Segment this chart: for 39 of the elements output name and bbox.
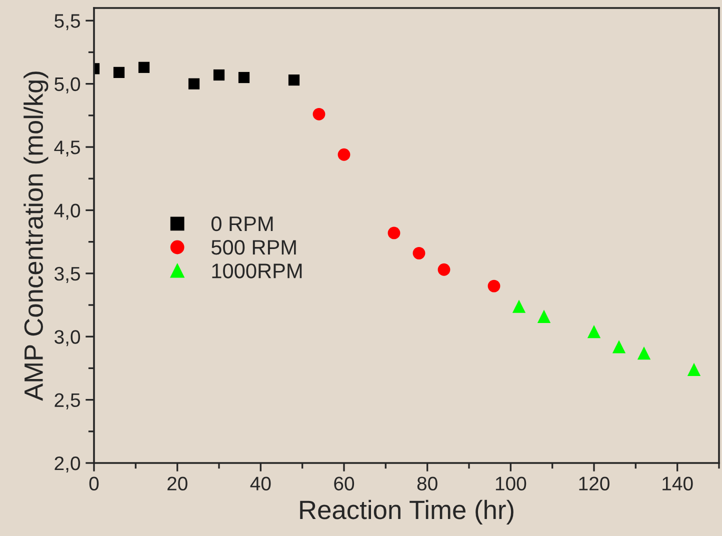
- point: [338, 148, 350, 161]
- y-tick-label: 5,0: [54, 77, 80, 94]
- x-tick-label: 100: [496, 476, 526, 490]
- point: [213, 69, 225, 81]
- legend-label: 1000RPM: [212, 264, 302, 278]
- point: [312, 108, 326, 120]
- point: [488, 280, 500, 292]
- point: [188, 78, 200, 90]
- point: [637, 346, 651, 360]
- y-tick-label: 5,5: [54, 14, 80, 30]
- point: [537, 310, 551, 323]
- x-tick-label: 0: [89, 476, 99, 490]
- point: [238, 72, 250, 84]
- point: [288, 74, 300, 86]
- legend-label: 0 RPM: [211, 216, 273, 232]
- point: [388, 226, 400, 240]
- x-tick-label: 120: [579, 476, 610, 490]
- legend-label: 500 RPM: [212, 240, 296, 255]
- y-tick-label: 3,5: [54, 266, 80, 283]
- x-tick-label: 60: [334, 476, 354, 490]
- x-tick-label: 80: [417, 476, 438, 490]
- point: [612, 340, 626, 354]
- point: [687, 362, 701, 376]
- x-tick-label: 40: [250, 476, 271, 490]
- x-axis-title: Reaction Time (hr): [300, 500, 514, 524]
- x-tick-label: 140: [662, 476, 693, 490]
- point: [438, 263, 450, 276]
- point: [113, 66, 125, 78]
- y-tick-label: 4,5: [54, 140, 80, 157]
- y-axis-title: AMP Concentration (mol/kg): [24, 72, 48, 401]
- x-tick-label: 20: [168, 476, 188, 490]
- point: [512, 300, 526, 313]
- y-tick-label: 3,0: [54, 330, 80, 346]
- y-tick-label: 4,0: [54, 204, 80, 220]
- point: [587, 324, 601, 338]
- y-tick-label: 2,5: [54, 393, 80, 410]
- y-tick-label: 2,0: [54, 456, 80, 473]
- point: [138, 62, 150, 73]
- point: [412, 246, 426, 260]
